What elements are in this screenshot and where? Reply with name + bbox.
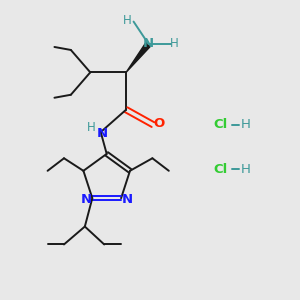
Text: Cl: Cl bbox=[213, 118, 227, 131]
Text: N: N bbox=[81, 193, 92, 206]
Text: H: H bbox=[241, 118, 250, 131]
Text: H: H bbox=[123, 14, 132, 27]
Text: H: H bbox=[241, 163, 250, 176]
Text: Cl: Cl bbox=[213, 163, 227, 176]
Text: N: N bbox=[122, 193, 133, 206]
Text: O: O bbox=[153, 117, 165, 130]
Text: N: N bbox=[143, 38, 154, 50]
Text: N: N bbox=[97, 127, 108, 140]
Text: H: H bbox=[87, 121, 95, 134]
Polygon shape bbox=[126, 42, 151, 72]
Text: H: H bbox=[169, 38, 178, 50]
